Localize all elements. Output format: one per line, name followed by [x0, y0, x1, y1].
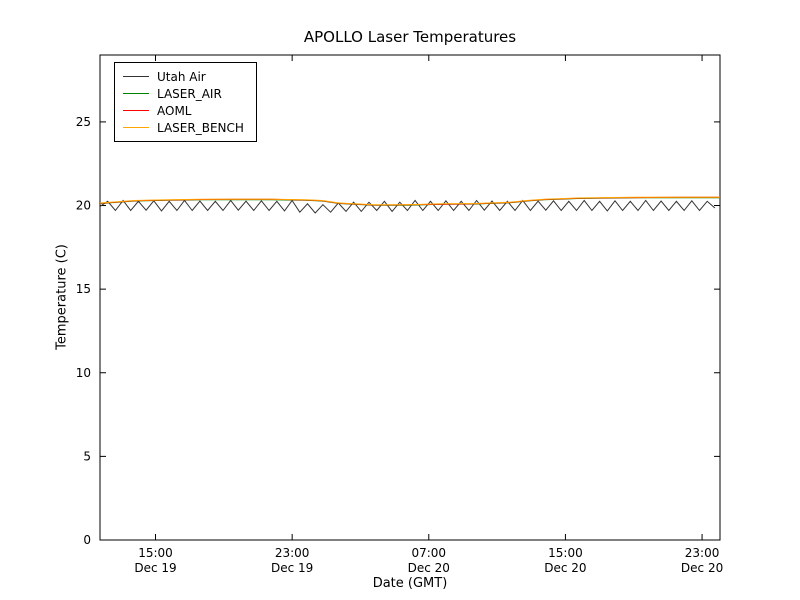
- legend-item-aoml: AOML: [123, 102, 244, 119]
- y-axis-label: Temperature (C): [54, 244, 70, 350]
- x-tick-label-time: 15:00: [548, 546, 583, 560]
- series-line-laser-air: [99, 197, 720, 206]
- legend-label-aoml: AOML: [157, 103, 192, 118]
- legend-item-laser-bench: LASER_BENCH: [123, 119, 244, 136]
- legend-item-utah-air: Utah Air: [123, 68, 244, 85]
- legend-item-laser-air: LASER_AIR: [123, 85, 244, 102]
- x-tick-label-date: Dec 20: [681, 561, 723, 575]
- x-tick-label-date: Dec 19: [134, 561, 176, 575]
- y-tick-label: 10: [76, 366, 91, 380]
- x-tick-label-time: 23:00: [685, 546, 720, 560]
- legend-line-utah-air-icon: [123, 76, 149, 77]
- y-tick-label: 25: [76, 115, 91, 129]
- y-tick-label: 0: [83, 533, 91, 547]
- series-line-utah-air: [99, 199, 716, 214]
- y-tick-label: 15: [76, 282, 91, 296]
- x-tick-label-time: 07:00: [411, 546, 446, 560]
- legend-line-laser-air-icon: [123, 93, 149, 94]
- y-tick-label: 5: [83, 449, 91, 463]
- legend-line-aoml-icon: [123, 110, 149, 111]
- y-tick-label: 20: [76, 199, 91, 213]
- series-line-laser-bench: [99, 196, 720, 206]
- x-tick-label-date: Dec 20: [408, 561, 450, 575]
- legend: Utah Air LASER_AIR AOML LASER_BENCH: [114, 62, 257, 142]
- x-tick-label-date: Dec 20: [544, 561, 586, 575]
- legend-label-laser-bench: LASER_BENCH: [157, 120, 244, 135]
- x-tick-label-time: 15:00: [138, 546, 173, 560]
- axes-frame: [99, 54, 721, 541]
- legend-label-laser-air: LASER_AIR: [157, 86, 222, 101]
- chart-title: APOLLO Laser Temperatures: [303, 28, 517, 46]
- legend-line-laser-bench-icon: [123, 127, 149, 128]
- x-axis-label: Date (GMT): [372, 576, 448, 591]
- legend-label-utah-air: Utah Air: [157, 69, 206, 84]
- x-tick-label-date: Dec 19: [271, 561, 313, 575]
- series-line-aoml: [99, 196, 720, 206]
- x-tick-label-time: 23:00: [275, 546, 310, 560]
